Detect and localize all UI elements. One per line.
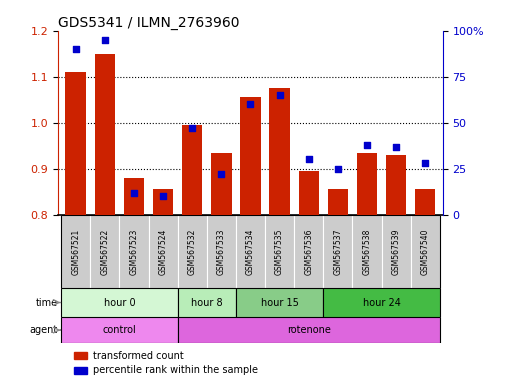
FancyBboxPatch shape <box>381 215 410 288</box>
FancyBboxPatch shape <box>61 317 177 343</box>
Bar <box>298 171 318 215</box>
FancyBboxPatch shape <box>352 215 381 288</box>
Text: GSM567536: GSM567536 <box>304 228 313 275</box>
Bar <box>327 189 347 215</box>
Bar <box>73 352 87 359</box>
Point <box>275 92 283 98</box>
Text: transformed count: transformed count <box>92 351 183 361</box>
FancyBboxPatch shape <box>207 215 235 288</box>
Text: GSM567534: GSM567534 <box>245 228 255 275</box>
Text: GSM567539: GSM567539 <box>391 228 400 275</box>
Bar <box>211 152 231 215</box>
Bar <box>65 72 86 215</box>
Text: time: time <box>35 298 58 308</box>
Point <box>100 37 109 43</box>
Bar <box>385 155 406 215</box>
Text: GSM567533: GSM567533 <box>217 228 225 275</box>
FancyBboxPatch shape <box>177 317 439 343</box>
FancyBboxPatch shape <box>265 215 293 288</box>
Bar <box>73 367 87 374</box>
Text: GSM567524: GSM567524 <box>158 228 167 275</box>
Text: GSM567522: GSM567522 <box>100 228 109 275</box>
Bar <box>94 54 115 215</box>
Point <box>420 160 428 166</box>
Bar <box>182 125 202 215</box>
FancyBboxPatch shape <box>410 215 439 288</box>
Point <box>333 166 341 172</box>
Text: GSM567521: GSM567521 <box>71 228 80 275</box>
Text: GSM567540: GSM567540 <box>420 228 429 275</box>
FancyBboxPatch shape <box>148 215 177 288</box>
Text: control: control <box>103 325 136 335</box>
Point <box>391 144 399 150</box>
Bar <box>153 189 173 215</box>
Text: hour 15: hour 15 <box>260 298 298 308</box>
Text: GSM567537: GSM567537 <box>333 228 342 275</box>
FancyBboxPatch shape <box>61 215 90 288</box>
Bar <box>240 98 260 215</box>
Bar <box>414 189 435 215</box>
Point <box>217 171 225 177</box>
Text: GSM567532: GSM567532 <box>187 228 196 275</box>
Point <box>362 142 370 148</box>
FancyBboxPatch shape <box>177 288 235 317</box>
Text: rotenone: rotenone <box>286 325 330 335</box>
FancyBboxPatch shape <box>293 215 323 288</box>
Bar <box>269 88 289 215</box>
Text: GSM567535: GSM567535 <box>275 228 283 275</box>
Bar <box>356 152 376 215</box>
FancyBboxPatch shape <box>119 215 148 288</box>
Text: hour 0: hour 0 <box>104 298 135 308</box>
Point <box>188 125 196 131</box>
FancyBboxPatch shape <box>90 215 119 288</box>
Point <box>159 193 167 199</box>
Point <box>130 189 138 195</box>
FancyBboxPatch shape <box>177 215 207 288</box>
Text: GSM567538: GSM567538 <box>362 228 371 275</box>
Text: percentile rank within the sample: percentile rank within the sample <box>92 365 257 375</box>
Text: GDS5341 / ILMN_2763960: GDS5341 / ILMN_2763960 <box>58 16 239 30</box>
FancyBboxPatch shape <box>61 288 177 317</box>
FancyBboxPatch shape <box>235 288 323 317</box>
Point <box>246 101 254 108</box>
Text: hour 24: hour 24 <box>362 298 400 308</box>
Text: GSM567523: GSM567523 <box>129 228 138 275</box>
Text: hour 8: hour 8 <box>190 298 222 308</box>
Bar <box>124 178 144 215</box>
Point <box>304 156 312 162</box>
Point <box>72 46 80 52</box>
FancyBboxPatch shape <box>323 288 439 317</box>
FancyBboxPatch shape <box>235 215 265 288</box>
Text: agent: agent <box>29 325 58 335</box>
FancyBboxPatch shape <box>323 215 352 288</box>
